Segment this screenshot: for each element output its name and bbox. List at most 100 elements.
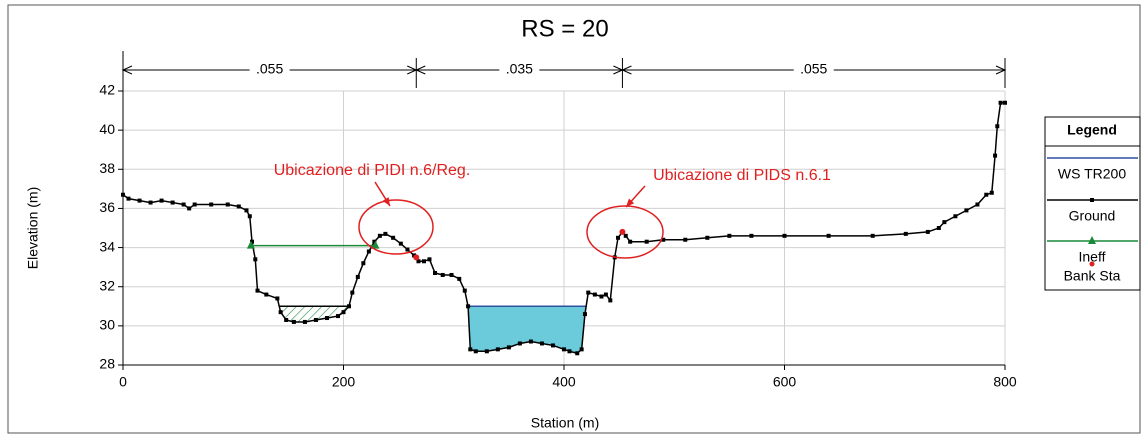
y-tick-label: 38 — [99, 160, 115, 176]
annotation-text: Ubicazione di PIDI n.6/Reg. — [274, 162, 471, 179]
ground-point — [209, 202, 214, 207]
ground-point — [936, 226, 941, 230]
ground-point — [506, 345, 511, 350]
legend-label: Ineff — [1079, 249, 1106, 265]
ground-point — [355, 274, 360, 279]
x-tick-label: 400 — [552, 374, 576, 390]
n-label-bg — [793, 62, 834, 78]
ground-point — [433, 271, 438, 276]
ground-point — [137, 198, 142, 203]
ground-point — [278, 310, 283, 315]
n-label-bg — [499, 62, 540, 78]
frame — [7, 4, 1141, 434]
ground-point — [575, 351, 580, 356]
ground-point — [421, 259, 426, 264]
ground-point — [550, 343, 555, 348]
ground-point — [539, 341, 544, 346]
ground-point — [302, 319, 307, 324]
ground-line — [122, 101, 1005, 355]
ground-point — [616, 235, 621, 240]
y-tick-label: 34 — [99, 238, 115, 254]
ground-point — [372, 239, 377, 244]
ground-point — [517, 341, 522, 346]
legend-swatch — [1090, 198, 1094, 202]
ground-point — [192, 202, 197, 207]
ground-point — [495, 347, 500, 352]
ground-point — [341, 310, 346, 315]
ground-point — [148, 200, 153, 205]
ground-point — [567, 349, 572, 354]
water-fill — [468, 306, 587, 354]
n-label: .055 — [800, 61, 827, 77]
n-label-bg — [249, 62, 290, 78]
ground-point — [603, 292, 608, 297]
ground-point — [586, 290, 591, 295]
ground-point — [457, 276, 462, 281]
ineff-marker — [371, 240, 380, 249]
ground-point — [225, 202, 230, 207]
ground-point — [187, 206, 192, 211]
x-tick-label: 600 — [773, 374, 797, 390]
ineff-marker — [246, 240, 255, 249]
annotation-ellipse — [586, 205, 664, 259]
x-axis-label: Station (m) — [531, 415, 599, 431]
ground-point — [335, 314, 340, 319]
ground-point — [826, 233, 831, 238]
ground-point — [440, 272, 445, 277]
annotation-ellipse — [358, 199, 434, 255]
ground-point — [247, 214, 252, 219]
legend-swatch — [1088, 236, 1096, 244]
n-arrow-head — [121, 65, 133, 75]
legend-label: Bank Sta — [1064, 268, 1121, 284]
ground-point — [727, 233, 732, 238]
annotation-arrow-head — [626, 198, 635, 207]
bank-station — [619, 228, 626, 235]
ground-point — [903, 231, 908, 236]
ground-point — [159, 198, 164, 203]
x-tick-label: 800 — [993, 374, 1017, 390]
ground-point — [383, 231, 388, 236]
ground-point — [705, 235, 710, 240]
ground-point — [416, 259, 421, 264]
ground-point — [528, 339, 533, 344]
ground-point — [398, 241, 403, 246]
ground-point — [391, 235, 396, 240]
ground-point — [644, 239, 649, 244]
ground-point — [993, 153, 998, 158]
ground-point — [126, 196, 131, 201]
ground-point — [953, 214, 958, 219]
ground-point — [995, 124, 1000, 129]
ground-point — [628, 239, 633, 244]
ground-point — [579, 347, 584, 352]
bank-station — [413, 254, 420, 261]
ground-point — [661, 237, 666, 242]
legend-label: WS TR200 — [1058, 166, 1126, 182]
ground-point — [291, 319, 296, 324]
ground-point — [870, 233, 875, 238]
ground-point — [468, 347, 473, 352]
ground-point — [361, 261, 366, 266]
n-label: .035 — [506, 61, 533, 77]
ground-point — [236, 204, 241, 209]
ground-point — [749, 233, 754, 238]
ground-point — [484, 349, 489, 354]
annotation-text: Ubicazione di PIDS n.6.1 — [653, 167, 831, 184]
ground-point — [244, 208, 249, 213]
ground-point — [347, 304, 352, 309]
y-tick-label: 42 — [99, 82, 115, 98]
ground-point — [462, 288, 467, 293]
ground-point — [366, 249, 371, 254]
ground-point — [998, 100, 1003, 105]
ground-point — [925, 229, 930, 234]
ground-point — [313, 317, 318, 322]
ground-point — [275, 296, 280, 301]
ground-point — [623, 233, 628, 238]
ground-point — [592, 292, 597, 297]
y-tick-label: 40 — [99, 121, 115, 137]
ground-point — [405, 247, 410, 252]
ground-point — [782, 233, 787, 238]
chart-title: RS = 20 — [521, 15, 608, 42]
y-tick-label: 32 — [99, 277, 115, 293]
